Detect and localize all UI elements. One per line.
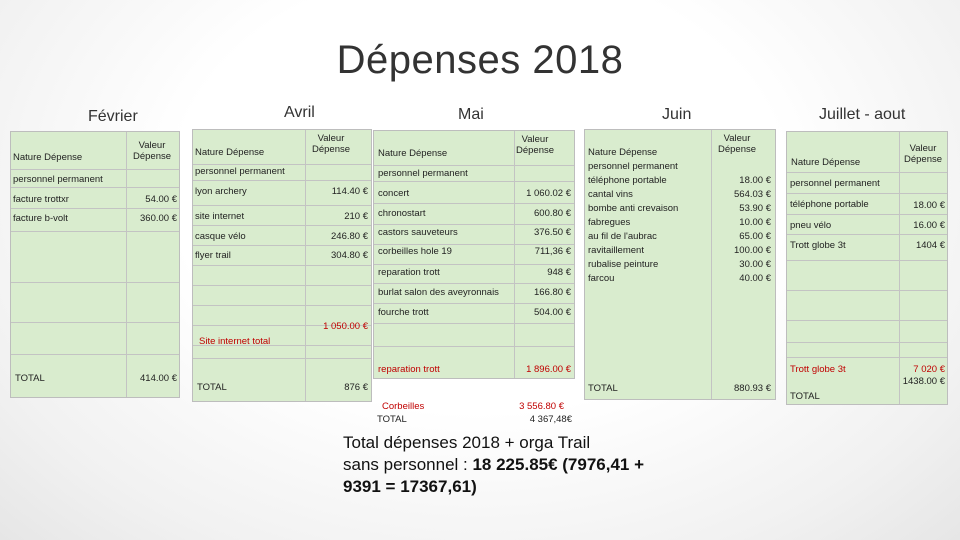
summary-line-2: sans personnel : 18 225.85€ (7976,41 + — [343, 454, 683, 476]
total-value: 1438.00 € — [902, 376, 945, 387]
summary-line-2-prefix: sans personnel : — [343, 455, 473, 474]
total-value: 414.00 € — [140, 373, 177, 384]
row-label: Trott globe 3t — [790, 240, 846, 251]
row-label: castors sauveteurs — [378, 227, 458, 238]
row-label: téléphone portable — [588, 175, 667, 186]
row-value: 210 € — [344, 211, 368, 222]
row-label: burlat salon des aveyronnais — [378, 287, 499, 298]
row-value: 54.00 € — [145, 194, 177, 205]
row-label: lyon archery — [195, 186, 247, 197]
table-juin: Nature Dépense Valeur Dépense personnel … — [584, 129, 776, 400]
header-valeur: Valeur Dépense — [311, 133, 351, 155]
month-avril: Avril — [284, 104, 315, 121]
row-value: 16.00 € — [913, 220, 945, 231]
row-label: rubalise peinture — [588, 259, 659, 270]
row-label: corbeilles hole 19 — [378, 246, 452, 257]
row-label: téléphone portable — [790, 199, 869, 210]
header-valeur: Valeur Dépense — [132, 140, 172, 162]
subtotal-value: 7 020 € — [913, 364, 945, 375]
row-value: 30.00 € — [739, 259, 771, 270]
summary-line-3: 9391 = 17367,61) — [343, 476, 683, 498]
row-value: 711,36 € — [534, 246, 571, 257]
subtotal-label: reparation trott — [378, 364, 440, 375]
total-value: 880.93 € — [734, 383, 771, 394]
row-value: 40.00 € — [739, 273, 771, 284]
header-valeur: Valeur Dépense — [515, 134, 555, 156]
header-nature: Nature Dépense — [378, 148, 448, 159]
table-juillet-aout: Nature Dépense Valeur Dépense personnel … — [786, 131, 948, 405]
row-value: 114.40 € — [331, 186, 368, 197]
site-internet-total-value: 1 050.00 € — [323, 321, 368, 332]
row-value: 18.00 € — [913, 200, 945, 211]
row-label: casque vélo — [195, 231, 246, 242]
row-value: 246.80 € — [331, 231, 368, 242]
row-label: reparation trott — [378, 267, 440, 278]
header-valeur: Valeur Dépense — [717, 133, 757, 155]
row-value: 1 060.02 € — [526, 188, 571, 199]
summary-line-1: Total dépenses 2018 + orga Trail — [343, 433, 591, 452]
subtotal-value: 1 896.00 € — [526, 364, 571, 375]
row-value: 600.80 € — [534, 208, 571, 219]
row-value: 948 € — [547, 267, 571, 278]
row-value: 18.00 € — [739, 175, 771, 186]
row-label: ravitaillement — [588, 245, 644, 256]
site-internet-total-label: Site internet total — [199, 336, 271, 347]
total-value: 876 € — [344, 382, 368, 393]
row-label: facture trottxr — [13, 194, 69, 205]
row-label: facture b-volt — [13, 213, 68, 224]
row-label: farcou — [588, 273, 615, 284]
row-value: 304.80 € — [331, 250, 368, 261]
month-fevrier: Février — [88, 108, 138, 125]
header-nature: Nature Dépense — [588, 147, 658, 158]
row-label: bombe anti crevaison — [588, 203, 679, 214]
total-label: TOTAL — [197, 382, 227, 393]
row-value: 360.00 € — [140, 213, 177, 224]
mai-total-label: TOTAL — [377, 414, 407, 425]
month-juin: Juin — [662, 106, 692, 123]
row-value: 376.50 € — [534, 227, 571, 238]
month-juillet-aout: Juillet - aout — [819, 106, 906, 123]
mai-corbeilles-label: Corbeilles — [382, 401, 425, 412]
section-label: personnel permanent — [13, 174, 103, 185]
row-value: 564.03 € — [734, 189, 771, 200]
row-label: site internet — [195, 211, 245, 222]
summary-line-3-bold: 9391 = 17367,61) — [343, 477, 477, 496]
summary-line-2-bold: 18 225.85€ (7976,41 + — [472, 455, 645, 474]
total-label: TOTAL — [15, 373, 45, 384]
row-label: au fil de l'aubrac — [588, 231, 657, 242]
header-nature: Nature Dépense — [13, 152, 83, 163]
header-valeur: Valeur Dépense — [903, 143, 943, 165]
row-value: 53.90 € — [739, 203, 771, 214]
table-mai: Nature Dépense Valeur Dépense personnel … — [373, 130, 575, 379]
table-fevrier: Nature Dépense Valeur Dépense personnel … — [10, 131, 180, 398]
section-label: personnel permanent — [195, 166, 285, 177]
row-label: pneu vélo — [790, 220, 832, 231]
row-value: 1404 € — [915, 240, 945, 251]
table-avril: Nature Dépense Valeur Dépense personnel … — [192, 129, 372, 402]
row-label: cantal vins — [588, 189, 633, 200]
total-label: TOTAL — [790, 391, 820, 402]
mai-corbeilles-value: 3 556.80 € — [519, 401, 564, 412]
section-label: personnel permanent — [790, 178, 880, 189]
total-label: TOTAL — [588, 383, 618, 394]
row-label: personnel permanent — [588, 161, 678, 172]
row-value: 166.80 € — [534, 287, 571, 298]
row-value: 100.00 € — [734, 245, 771, 256]
row-value: 504.00 € — [534, 307, 571, 318]
row-value: 65.00 € — [739, 231, 771, 242]
header-nature: Nature Dépense — [195, 147, 265, 158]
summary-text: Total dépenses 2018 + orga Trail sans pe… — [343, 432, 683, 498]
row-label: fabregues — [588, 217, 631, 228]
mai-total-value: 4 367,48€ — [529, 414, 572, 425]
row-label: concert — [378, 188, 410, 199]
page-title: Dépenses 2018 — [336, 38, 624, 82]
row-value: 10.00 € — [739, 217, 771, 228]
header-nature: Nature Dépense — [791, 157, 861, 168]
row-label: chronostart — [378, 208, 426, 219]
row-label: flyer trail — [195, 250, 231, 261]
row-label: fourche trott — [378, 307, 429, 318]
section-label: personnel permanent — [378, 168, 468, 179]
subtotal-label: Trott globe 3t — [790, 364, 846, 375]
month-mai: Mai — [458, 106, 484, 123]
